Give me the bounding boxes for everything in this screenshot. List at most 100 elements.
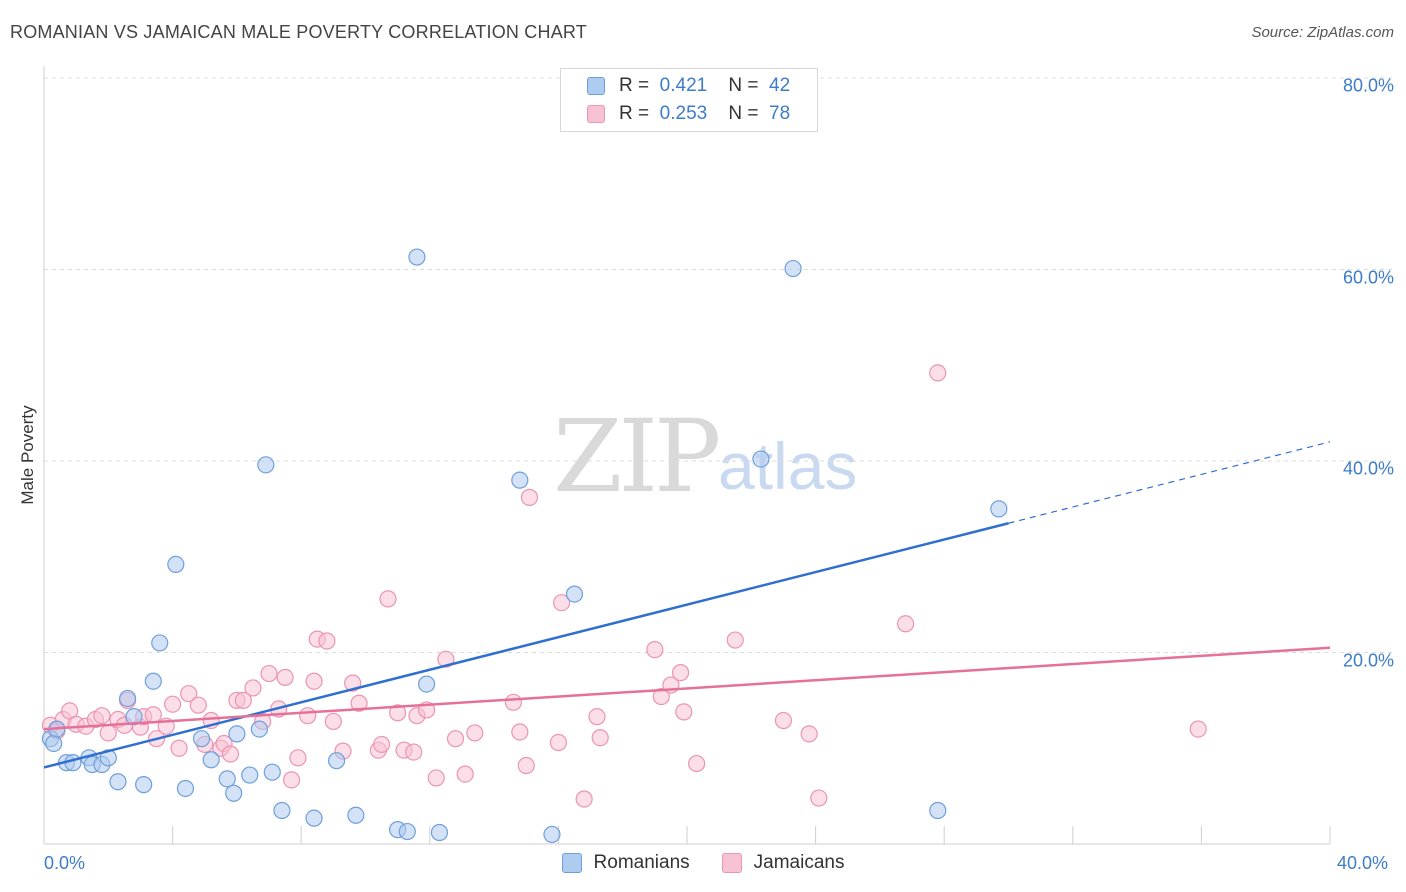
jamaican-point	[164, 695, 182, 713]
jamaican-point	[675, 703, 693, 721]
romanian-point	[99, 749, 117, 767]
jamaican-point	[379, 590, 397, 608]
jamaican-point	[1189, 720, 1207, 738]
jamaican-point	[517, 756, 535, 775]
jamaican-point	[520, 488, 539, 506]
romanian-point	[250, 720, 269, 738]
romanian-point	[327, 752, 346, 770]
jamaican-point	[189, 696, 207, 714]
jamaican-point	[99, 724, 117, 742]
jamaican-point	[318, 632, 336, 650]
romanian-point	[135, 776, 153, 794]
romanian-point	[257, 456, 275, 474]
jamaican-point	[427, 769, 445, 787]
jamaican-point	[810, 789, 828, 807]
romanian-point	[752, 450, 770, 468]
jamaican-point	[549, 733, 568, 752]
romanian-point	[202, 751, 220, 769]
jamaican-point	[234, 691, 252, 709]
romanian-point	[118, 689, 137, 708]
legend-r-label-1: R =	[619, 75, 650, 96]
romanian-point	[430, 823, 449, 842]
romanian-point	[241, 766, 259, 784]
romanian-point	[543, 825, 561, 844]
legend-n-label-1: N =	[728, 75, 759, 96]
romanians-swatch	[587, 77, 605, 95]
jamaican-point	[646, 641, 664, 659]
jamaican-point	[389, 704, 407, 722]
chart-title: ROMANIAN VS JAMAICAN MALE POVERTY CORREL…	[10, 22, 587, 42]
jamaican-point	[504, 693, 522, 711]
romanian-point	[273, 801, 291, 820]
romanian-point	[228, 725, 246, 743]
legend-n-value-2: 78	[769, 103, 791, 124]
y-axis-label: Male Poverty	[18, 405, 37, 505]
watermark-atlas: atlas	[718, 429, 858, 503]
jamaican-point	[456, 765, 474, 783]
legend-r-label-2: R =	[619, 103, 650, 124]
y-tick-label: 80.0%	[1342, 75, 1394, 96]
correlation-legend: R = 0.421 N = 42 R = 0.253 N = 78	[560, 68, 818, 132]
romanian-point	[151, 634, 169, 652]
jamaican-point	[324, 712, 342, 731]
legend-n-label-2: N =	[728, 103, 759, 124]
romanian-point	[408, 248, 426, 266]
jamaican-trendline	[43, 646, 1331, 731]
legend-item-jamaicans[interactable]: Jamaicans	[721, 852, 845, 874]
jamaican-point	[289, 749, 307, 767]
jamaicans-swatch	[587, 105, 605, 123]
jamaicans-legend-swatch	[721, 853, 742, 873]
jamaican-point	[591, 729, 609, 747]
romanian-point	[109, 773, 127, 791]
romanians-legend-swatch	[561, 853, 582, 873]
romanian-point	[263, 763, 281, 781]
jamaican-point	[260, 664, 278, 683]
jamaican-point	[350, 694, 368, 712]
legend-item-romanians[interactable]: Romanians	[561, 852, 690, 874]
x-tick-label-max: 40.0%	[1337, 853, 1389, 873]
jamaican-point	[170, 739, 188, 757]
jamaican-point	[180, 685, 198, 703]
jamaican-point	[305, 672, 323, 690]
romanian-trendline	[43, 522, 1009, 769]
legend-n-value-1: 42	[769, 75, 791, 96]
jamaican-point	[446, 730, 465, 748]
jamaican-point	[671, 664, 690, 682]
romanian-trendline-extension	[1008, 441, 1331, 524]
romanians-legend-label: Romanians	[593, 852, 690, 873]
jamaican-point	[929, 364, 947, 382]
jamaican-point	[299, 707, 317, 725]
romanian-point	[176, 779, 195, 798]
y-tick-label: 40.0%	[1342, 458, 1394, 479]
romanian-point	[565, 585, 584, 603]
y-tick-label: 20.0%	[1342, 650, 1394, 670]
source-label: Source: ZipAtlas.com	[1251, 24, 1394, 41]
jamaican-point	[466, 724, 484, 742]
romanian-point	[347, 806, 365, 824]
legend-row-jamaicans: R = 0.253 N = 78	[587, 101, 790, 127]
romanian-point	[45, 734, 63, 753]
romanian-point	[167, 555, 185, 574]
jamaicans-legend-label: Jamaicans	[753, 852, 845, 873]
jamaican-point	[800, 725, 818, 743]
jamaican-point	[774, 711, 793, 730]
jamaican-point	[405, 743, 423, 761]
romanian-point	[305, 809, 323, 827]
legend-r-value-2: 0.253	[659, 103, 708, 124]
romanian-point	[398, 822, 416, 841]
jamaican-point	[688, 754, 706, 773]
jamaican-point	[244, 679, 262, 697]
jamaican-point	[276, 668, 294, 686]
jamaican-point	[726, 631, 744, 649]
watermark-zip: ZIP	[553, 398, 721, 515]
x-tick-label-min: 0.0%	[44, 853, 86, 873]
jamaican-point	[221, 745, 240, 763]
romanian-point	[218, 770, 236, 788]
romanian-point	[511, 471, 529, 489]
series-legend: Romanians Jamaicans	[0, 852, 1406, 874]
jamaican-point	[437, 650, 455, 668]
jamaican-point	[588, 708, 606, 726]
romanian-point	[144, 672, 162, 690]
romanian-point	[417, 675, 436, 693]
jamaican-point	[372, 735, 391, 754]
